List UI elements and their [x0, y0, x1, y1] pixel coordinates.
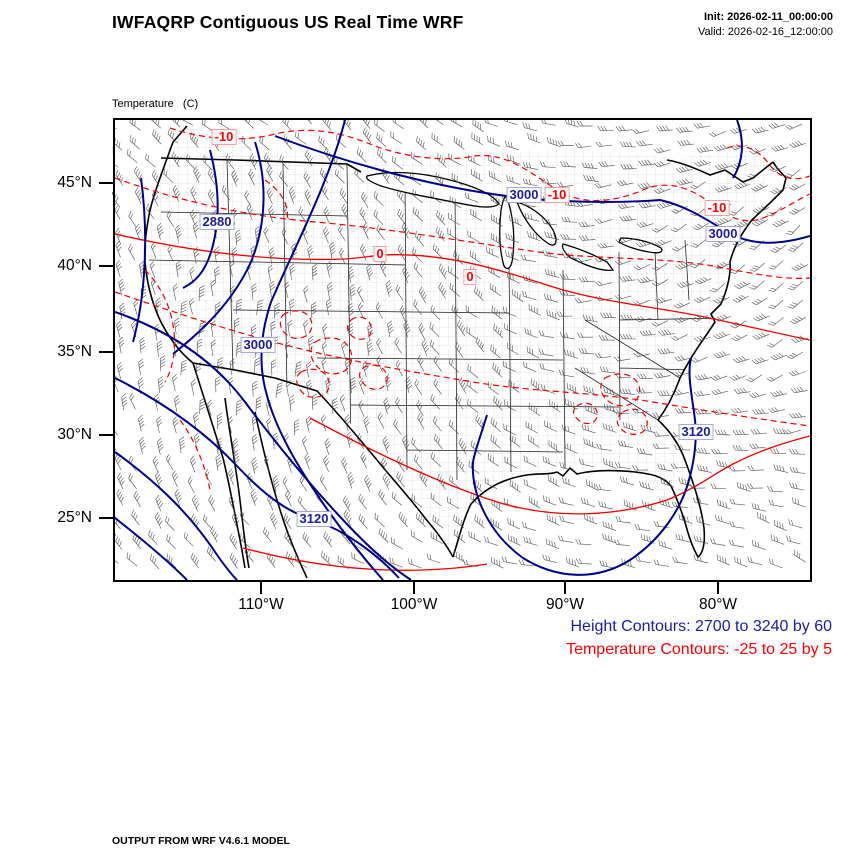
legend-temperature: Temperature (C): [112, 98, 199, 110]
lat-tick: [99, 351, 113, 353]
lat-label: 45°N: [57, 174, 92, 191]
footer-model-line: OUTPUT FROM WRF V4.6.1 MODEL: [112, 835, 290, 847]
lon-label: 100°W: [390, 596, 438, 613]
lat-label: 30°N: [57, 426, 92, 443]
height-contour-caption: Height Contours: 2700 to 3240 by 60: [570, 618, 832, 635]
lat-label: 40°N: [57, 257, 92, 274]
temperature-contour-caption: Temperature Contours: -25 to 25 by 5: [566, 641, 832, 658]
lon-tick: [260, 581, 262, 594]
lat-label: 25°N: [57, 509, 92, 526]
valid-time: Valid: 2026-02-16_12:00:00: [698, 26, 833, 38]
lon-tick: [564, 581, 566, 594]
map-frame: -10 -10 -10 0 0 2880 3000 3000 3000 3120 3120: [113, 118, 812, 582]
lon-label: 110°W: [238, 596, 284, 613]
init-time: Init: 2026-02-11_00:00:00: [703, 11, 833, 23]
run-info: Init: 2026-02-11_00:00:00 Valid: 2026-02…: [698, 10, 833, 40]
lon-tick: [717, 581, 719, 594]
lon-label: 90°W: [545, 596, 585, 613]
model-footer: OUTPUT FROM WRF V4.6.1 MODEL WE = 580 ; …: [112, 806, 540, 850]
contour-caption: Height Contours: 2700 to 3240 by 60 Temp…: [566, 615, 832, 661]
lat-tick: [99, 434, 113, 436]
lat-tick: [99, 182, 113, 184]
weather-map: [115, 120, 810, 580]
lat-tick: [99, 517, 113, 519]
page-title: IWFAQRP Contiguous US Real Time WRF: [112, 12, 464, 32]
lon-tick: [413, 581, 415, 594]
lat-label: 35°N: [57, 343, 92, 360]
lon-label: 80°W: [698, 596, 738, 613]
lat-tick: [99, 265, 113, 267]
